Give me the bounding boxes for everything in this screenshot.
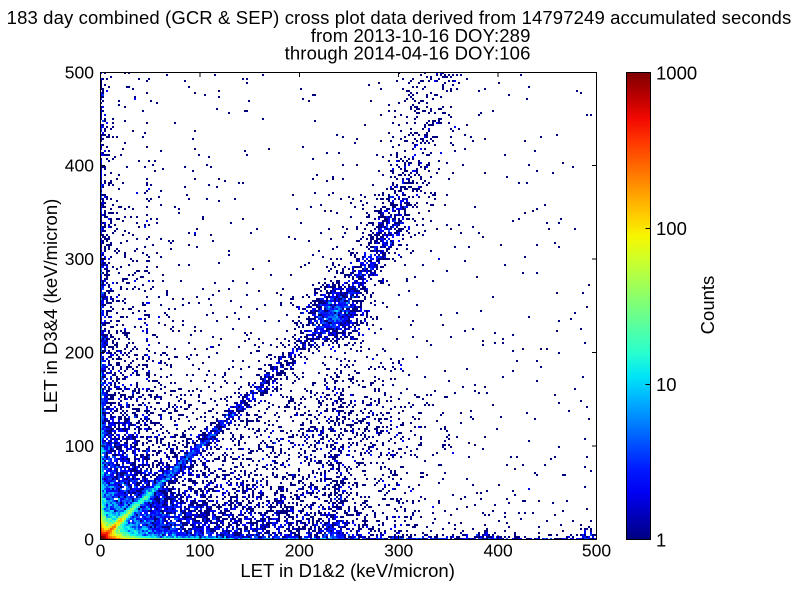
svg-text:500: 500 bbox=[582, 540, 611, 560]
svg-text:1: 1 bbox=[656, 529, 666, 550]
svg-text:400: 400 bbox=[65, 156, 94, 176]
svg-text:0: 0 bbox=[84, 530, 94, 550]
svg-text:100: 100 bbox=[65, 436, 94, 456]
svg-text:200: 200 bbox=[65, 343, 94, 363]
svg-text:300: 300 bbox=[384, 540, 413, 560]
svg-text:0: 0 bbox=[96, 540, 106, 560]
svg-text:100: 100 bbox=[185, 540, 214, 560]
svg-text:500: 500 bbox=[65, 63, 94, 83]
svg-text:LET in D3&4 (keV/micron): LET in D3&4 (keV/micron) bbox=[40, 199, 61, 414]
svg-text:400: 400 bbox=[483, 540, 512, 560]
svg-text:through 2014-04-16 DOY:106: through 2014-04-16 DOY:106 bbox=[285, 43, 531, 64]
svg-text:LET in D1&2 (keV/micron): LET in D1&2 (keV/micron) bbox=[240, 560, 455, 581]
svg-text:300: 300 bbox=[65, 249, 94, 269]
svg-text:1000: 1000 bbox=[656, 62, 697, 83]
svg-text:10: 10 bbox=[656, 374, 677, 395]
svg-text:200: 200 bbox=[285, 540, 314, 560]
svg-text:100: 100 bbox=[656, 218, 687, 239]
svg-text:183 day combined (GCR & SEP) c: 183 day combined (GCR & SEP) cross plot … bbox=[7, 7, 792, 28]
svg-text:Counts: Counts bbox=[697, 276, 718, 335]
svg-text:from 2013-10-16 DOY:289: from 2013-10-16 DOY:289 bbox=[311, 25, 531, 46]
